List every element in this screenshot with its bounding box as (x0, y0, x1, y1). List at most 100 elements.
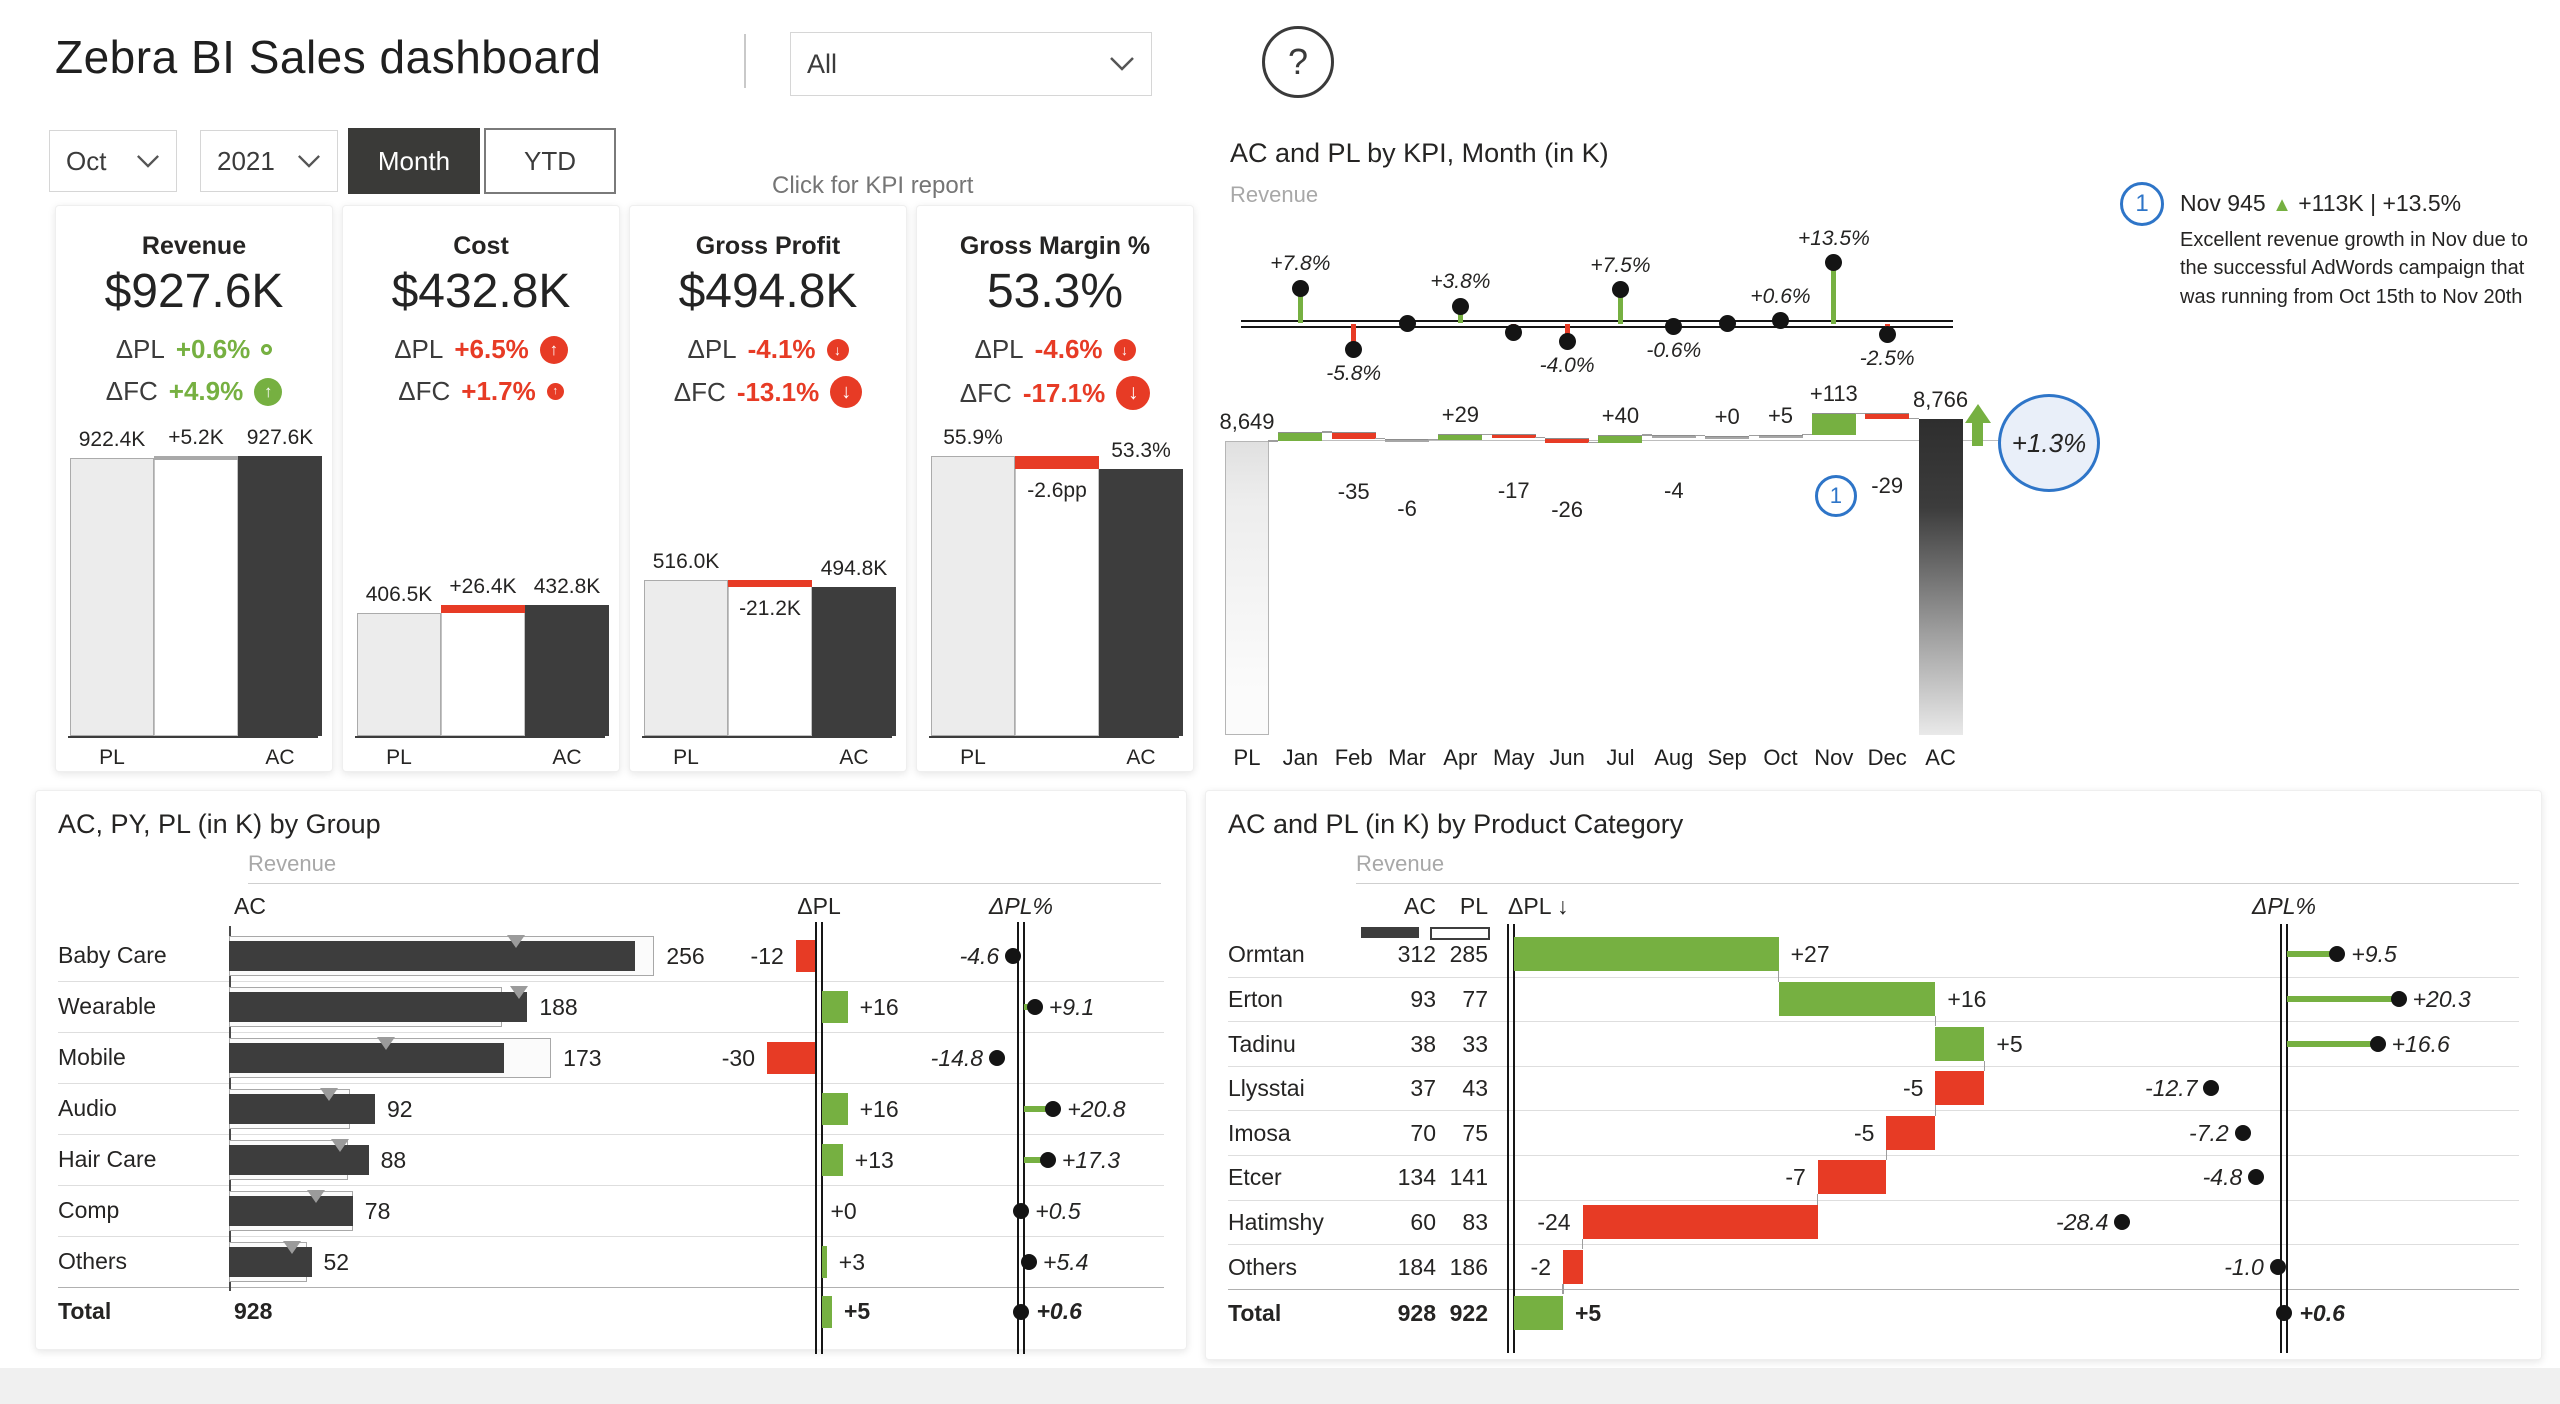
kpi-card-revenue[interactable]: Revenue $927.6K ΔPL +0.6% ΔFC +4.9% ↑ 922.4K 927… (55, 205, 333, 772)
variance-dot-jun[interactable] (1558, 333, 1576, 350)
waterfall-segment-nov[interactable] (1811, 413, 1856, 435)
dplpct-stem-tadinu[interactable] (2287, 1040, 2380, 1047)
py-marker-comp[interactable] (307, 1189, 326, 1203)
group-col-ac[interactable]: AC (234, 893, 266, 919)
ac-bar-comp[interactable] (229, 1195, 353, 1226)
waterfall-segment-aug[interactable] (1651, 434, 1696, 439)
mini-delta-segment[interactable] (728, 580, 812, 587)
annotation-marker[interactable]: 1 (2120, 182, 2164, 226)
help-button[interactable]: ? (1262, 26, 1334, 98)
dplpct-dot-tadinu[interactable] (2369, 1035, 2386, 1052)
dplpct-dot-hair-care[interactable] (1039, 1151, 1056, 1168)
dpl-bar-baby-care[interactable] (795, 939, 815, 972)
waterfall-axis-aug[interactable]: Aug (1654, 745, 1694, 770)
mini-pl-bar[interactable] (357, 613, 441, 736)
waterfall-axis-sep[interactable]: Sep (1707, 745, 1747, 770)
mini-delta-segment[interactable] (441, 605, 525, 614)
group-total-dpl-bar[interactable] (822, 1296, 832, 1328)
dplpct-dot-audio[interactable] (1045, 1100, 1062, 1117)
waterfall-axis-jan[interactable]: Jan (1282, 745, 1319, 770)
waterfall-segment-mar[interactable] (1385, 438, 1430, 443)
category-col-pl[interactable]: PL (1459, 893, 1488, 919)
waterfall-axis-dec[interactable]: Dec (1867, 745, 1907, 770)
waterfall-segment-jul[interactable] (1598, 434, 1643, 443)
waterfall-ac-bar[interactable] (1918, 418, 1963, 735)
mini-mid-column[interactable] (441, 605, 525, 736)
variance-dot-apr[interactable] (1451, 297, 1469, 315)
waterfall-segment-jan[interactable] (1278, 432, 1323, 441)
kpi-card-gross-profit[interactable]: Gross Profit $494.8K ΔPL -4.1% ↓ ΔFC -13.1% ↓ 51… (629, 205, 907, 772)
waterfall-axis-ac[interactable]: AC (1925, 745, 1956, 770)
dplpct-dot-others[interactable] (1021, 1253, 1038, 1270)
dplpct-stem-erton[interactable] (2287, 995, 2401, 1002)
dplpct-dot-etcer[interactable] (2248, 1169, 2265, 1186)
category-col-ac[interactable]: AC (1404, 893, 1436, 919)
dplpct-dot-llysstai[interactable] (2203, 1080, 2220, 1097)
waterfall-bar-llysstai[interactable] (1935, 1071, 1985, 1106)
dplpct-dot-others[interactable] (2269, 1258, 2286, 1275)
scope-dropdown[interactable]: All (790, 32, 1152, 96)
dplpct-dot-wearable[interactable] (1026, 998, 1043, 1015)
waterfall-bar-erton[interactable] (1778, 981, 1936, 1016)
variance-dot-feb[interactable] (1345, 341, 1363, 359)
mini-mid-column[interactable] (154, 456, 238, 736)
variance-stem-jun[interactable] (1564, 323, 1570, 342)
py-marker-baby-care[interactable] (507, 934, 526, 948)
mini-ac-bar[interactable] (1099, 469, 1183, 736)
variance-dot-sep[interactable] (1718, 315, 1736, 332)
variance-stem-jul[interactable] (1617, 289, 1623, 324)
waterfall-bar-tadinu[interactable] (1935, 1026, 1985, 1061)
dplpct-dot-mobile[interactable] (989, 1049, 1006, 1066)
waterfall-note-marker[interactable]: 1 (1814, 474, 1857, 517)
waterfall-axis-mar[interactable]: Mar (1388, 745, 1426, 770)
variance-dot-mar[interactable] (1398, 315, 1416, 332)
waterfall-bar-etcer[interactable] (1817, 1160, 1887, 1195)
variance-dot-dec[interactable] (1878, 326, 1896, 344)
waterfall-axis-oct[interactable]: Oct (1763, 745, 1798, 770)
waterfall-axis-may[interactable]: May (1492, 745, 1535, 770)
waterfall-segment-sep[interactable] (1705, 435, 1750, 440)
mini-mid-column[interactable] (1015, 456, 1099, 736)
ac-bar-wearable[interactable] (229, 991, 528, 1022)
waterfall-axis-feb[interactable]: Feb (1334, 745, 1373, 770)
dplpct-stem-hair-care[interactable] (1024, 1156, 1050, 1163)
waterfall-bar-ormtan[interactable] (1514, 937, 1779, 972)
waterfall-segment-feb[interactable] (1331, 432, 1376, 439)
variance-dot-aug[interactable] (1665, 318, 1683, 335)
dplpct-dot-comp[interactable] (1013, 1202, 1030, 1219)
waterfall-axis-nov[interactable]: Nov (1814, 745, 1854, 770)
dpl-bar-audio[interactable] (822, 1092, 848, 1125)
mini-ac-bar[interactable] (525, 605, 609, 736)
variance-dot-may[interactable] (1505, 324, 1523, 341)
waterfall-axis-apr[interactable]: Apr (1443, 745, 1478, 770)
dpl-bar-wearable[interactable] (822, 990, 848, 1023)
kpi-card-gross-margin[interactable]: Gross Margin % 53.3% ΔPL -4.6% ↓ ΔFC -17.1% ↓ 55… (916, 205, 1194, 772)
variance-dot-jul[interactable] (1611, 281, 1629, 299)
category-total-dplpct-dot[interactable] (2275, 1304, 2292, 1321)
dplpct-dot-ormtan[interactable] (2329, 946, 2346, 963)
waterfall-axis-jul[interactable]: Jul (1606, 745, 1635, 770)
waterfall-segment-apr[interactable] (1438, 434, 1483, 440)
toggle-ytd-button[interactable]: YTD (484, 128, 616, 194)
waterfall-segment-dec[interactable] (1865, 413, 1910, 419)
py-marker-hair-care[interactable] (331, 1138, 350, 1152)
waterfall-segment-may[interactable] (1491, 434, 1536, 438)
mini-pl-bar[interactable] (644, 580, 728, 736)
dplpct-dot-imosa[interactable] (2234, 1124, 2251, 1141)
month-filter-dropdown[interactable]: Oct (49, 130, 177, 192)
dplpct-stem-ormtan[interactable] (2287, 951, 2340, 958)
py-marker-mobile[interactable] (377, 1036, 396, 1050)
py-marker-wearable[interactable] (510, 985, 529, 999)
waterfall-bar-hatimshy[interactable] (1582, 1204, 1818, 1239)
variance-stem-apr[interactable] (1457, 306, 1463, 324)
mini-delta-segment[interactable] (154, 456, 238, 460)
group-total-dplpct-dot[interactable] (1012, 1304, 1029, 1320)
dplpct-dot-baby-care[interactable] (1005, 947, 1022, 964)
mini-ac-bar[interactable] (238, 456, 322, 736)
py-marker-others[interactable] (283, 1240, 302, 1254)
kpi-card-cost[interactable]: Cost $432.8K ΔPL +6.5% ↑ ΔFC +1.7% ↑ 406.5K 432.8… (342, 205, 620, 772)
group-col-dplpct[interactable]: ΔPL% (988, 893, 1053, 919)
ac-bar-baby-care[interactable] (229, 940, 636, 971)
waterfall-bar-imosa[interactable] (1886, 1115, 1936, 1150)
variance-dot-jan[interactable] (1291, 279, 1309, 297)
